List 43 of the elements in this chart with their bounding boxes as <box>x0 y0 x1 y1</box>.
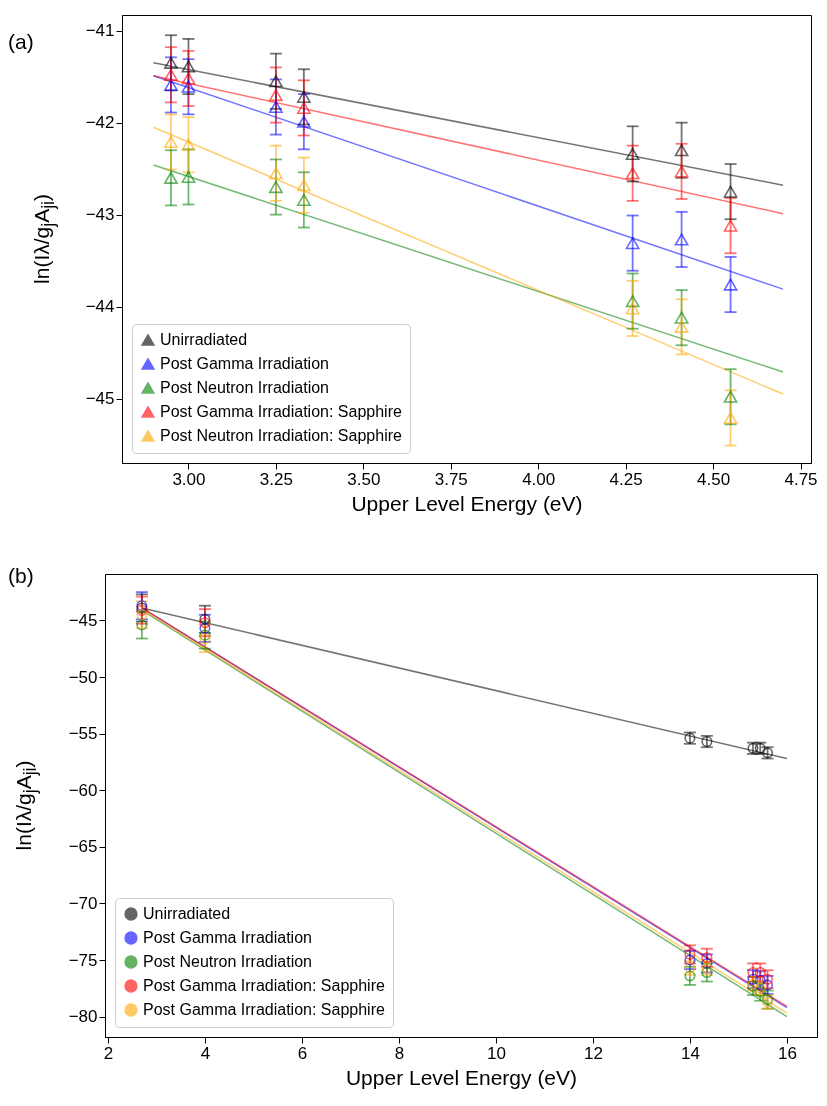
y-tick-label: −80 <box>68 1007 98 1027</box>
x-axis-title: Upper Level Energy (eV) <box>351 491 583 515</box>
legend-label: Post Gamma Irradiation: Sapphire <box>143 1001 385 1018</box>
y-tick-label: −55 <box>68 724 98 744</box>
legend-label: Post Gamma Irradiation <box>143 929 312 946</box>
y-tick-label: −75 <box>68 950 98 970</box>
y-tick-label: −45 <box>68 610 98 630</box>
legend-label: Unirradiated <box>160 331 248 348</box>
legend-label: Post Gamma Irradiation: Sapphire <box>143 977 385 994</box>
x-tick-label: 12 <box>583 1043 603 1063</box>
y-tick-label: −42 <box>85 113 115 133</box>
x-tick-label: 10 <box>486 1043 506 1063</box>
text: (a) <box>8 30 34 54</box>
y-tick-label: −44 <box>85 297 115 317</box>
y-tick-label: −65 <box>68 837 98 857</box>
legend-label: Post Gamma Irradiation: Sapphire <box>160 403 402 420</box>
x-tick-label: 4.00 <box>522 469 556 489</box>
y-tick-label: −70 <box>68 893 98 913</box>
y-tick-label: −43 <box>85 205 115 225</box>
x-tick-label: 4.25 <box>609 469 643 489</box>
legend-label: Post Neutron Irradiation <box>143 953 312 970</box>
x-tick-label: 3.25 <box>259 469 293 489</box>
x-tick-label: 3.00 <box>172 469 206 489</box>
y-tick-label: −50 <box>68 667 98 687</box>
y-tick-label: −41 <box>85 21 115 41</box>
x-tick-label: 2 <box>103 1043 114 1063</box>
legend-label: Post Gamma Irradiation <box>160 355 329 372</box>
x-tick-label: 8 <box>394 1043 405 1063</box>
x-tick-label: 3.75 <box>434 469 468 489</box>
x-tick-label: 14 <box>680 1043 700 1063</box>
x-tick-label: 4.50 <box>697 469 731 489</box>
legend-label: Post Neutron Irradiation <box>160 379 329 396</box>
legend-label: Post Neutron Irradiation: Sapphire <box>160 427 403 444</box>
x-tick-label: 4 <box>200 1043 211 1063</box>
y-tick-label: −45 <box>85 389 115 409</box>
x-axis-title: Upper Level Energy (eV) <box>345 1065 578 1089</box>
x-tick-label: 3.50 <box>347 469 381 489</box>
legend-label: Unirradiated <box>143 905 231 922</box>
y-tick-label: −60 <box>68 780 98 800</box>
x-tick-label: 6 <box>297 1043 308 1063</box>
chart-title: (b) <box>8 564 34 588</box>
x-tick-label: 16 <box>777 1043 797 1063</box>
x-tick-label: 4.75 <box>784 469 818 489</box>
